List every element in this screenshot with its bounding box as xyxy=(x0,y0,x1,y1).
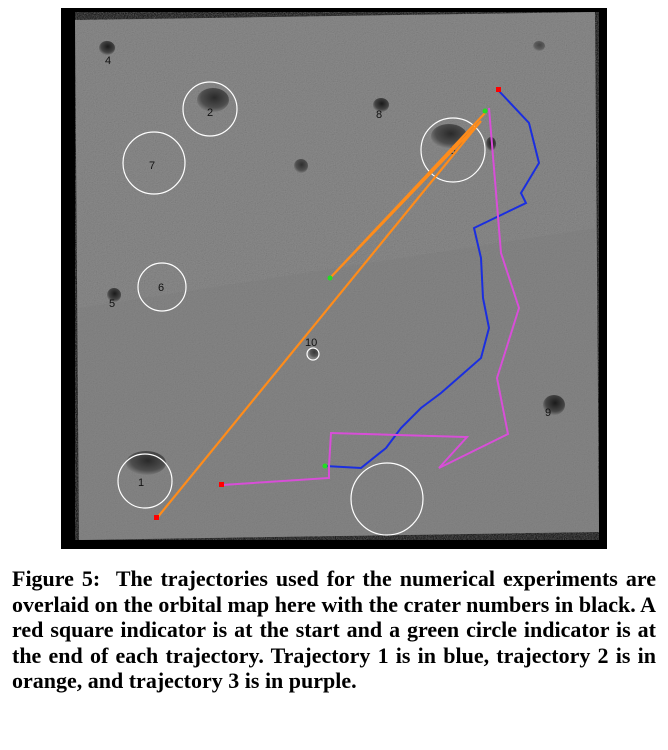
start-marker-trajectory-1 xyxy=(496,87,501,92)
figure-label: Figure 5 xyxy=(12,566,93,591)
terrain-lowland xyxy=(79,228,599,540)
crater-outline-6 xyxy=(137,262,187,312)
crater-outline-7 xyxy=(122,131,186,195)
orbital-map: 1 2 3 4 5 6 7 8 9 10 xyxy=(61,8,607,549)
crater-outlines xyxy=(117,81,486,536)
end-marker-trajectory-1 xyxy=(322,463,328,469)
crater-label-1: 1 xyxy=(138,477,144,489)
figure-label-separator: : xyxy=(92,566,101,591)
crater-label-5: 5 xyxy=(109,298,115,310)
figure-caption-text: The trajectories used for the numerical … xyxy=(12,566,656,693)
crater-outline-10 xyxy=(306,347,320,361)
terrain-surface xyxy=(75,12,599,540)
crater-label-7: 7 xyxy=(149,160,155,172)
trajectory-1-path xyxy=(324,89,541,470)
crater-outline-big xyxy=(350,462,424,536)
crater-label-10: 10 xyxy=(305,337,317,349)
start-marker-trajectory-3 xyxy=(219,482,224,487)
orbital-map-canvas: 1 2 3 4 5 6 7 8 9 10 xyxy=(75,12,599,540)
crater-outline-3 xyxy=(420,117,486,183)
trajectory-3-path xyxy=(221,107,521,486)
end-indicators xyxy=(322,108,488,469)
crater-outline-1 xyxy=(117,453,173,509)
crater-label-9: 9 xyxy=(545,407,551,419)
crater-label-4: 4 xyxy=(105,55,111,67)
start-indicators xyxy=(154,87,501,520)
trajectory-2-path xyxy=(156,112,486,519)
start-marker-trajectory-2 xyxy=(154,515,159,520)
crater-labels: 1 2 3 4 5 6 7 8 9 10 xyxy=(105,55,551,489)
end-marker-trajectory-3 xyxy=(482,108,488,114)
crater-outline-2 xyxy=(182,81,238,137)
crater-label-8: 8 xyxy=(376,109,382,121)
end-marker-trajectory-2 xyxy=(327,275,333,281)
figure-caption: Figure 5: The trajectories used for the … xyxy=(12,566,656,694)
crater-label-2: 2 xyxy=(207,107,213,119)
crater-label-6: 6 xyxy=(158,282,164,294)
